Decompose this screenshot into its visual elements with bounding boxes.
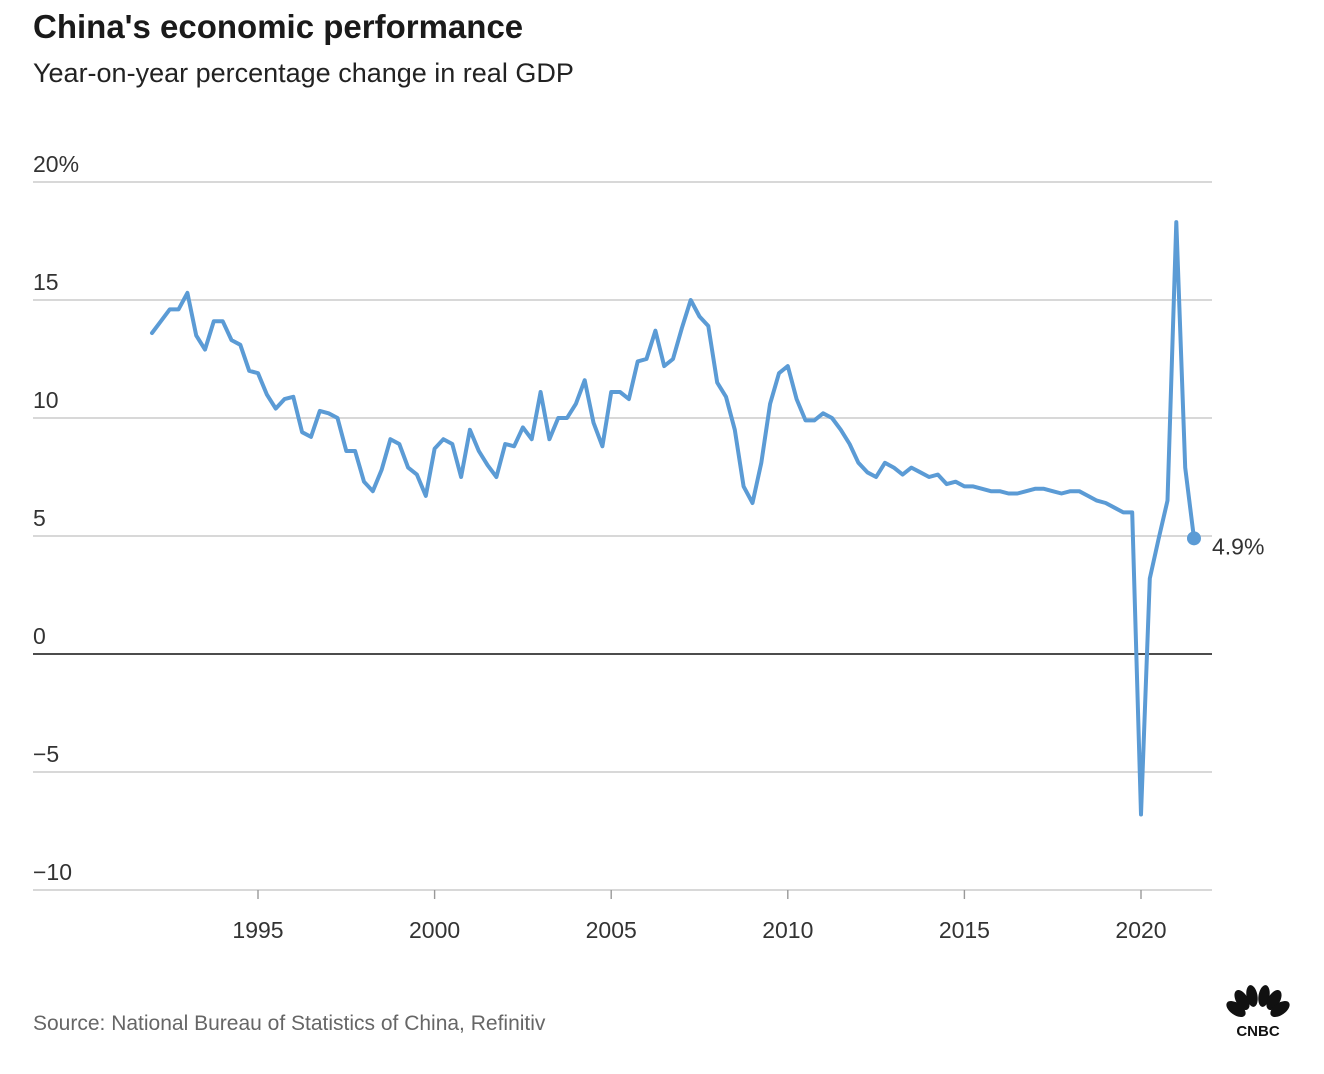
x-tick-label: 1995 [232, 917, 283, 943]
x-axis-ticks: 1995 2000 2005 2010 2015 2020 [232, 890, 1167, 943]
chart-title: China's economic performance [33, 8, 524, 45]
x-tick-label: 2005 [586, 917, 637, 943]
x-tick-label: 2020 [1115, 917, 1166, 943]
chart-subtitle: Year-on-year percentage change in real G… [33, 58, 574, 88]
source-note: Source: National Bureau of Statistics of… [33, 1012, 546, 1035]
gdp-series-line [150, 220, 1196, 817]
x-tick-label: 2015 [939, 917, 990, 943]
y-axis-tick-labels: 20% 15 10 5 0 −5 −10 [33, 151, 79, 885]
y-tick-label: 15 [33, 269, 59, 295]
last-point-marker [1186, 531, 1201, 546]
y-tick-label: 10 [33, 387, 59, 413]
y-tick-label: 5 [33, 505, 46, 531]
cnbc-logo: CNBC [1226, 985, 1290, 1039]
y-tick-label: 20% [33, 151, 79, 177]
x-tick-label: 2010 [762, 917, 813, 943]
y-tick-label: −5 [33, 741, 59, 767]
logo-text: CNBC [1236, 1023, 1279, 1039]
x-tick-label: 2000 [409, 917, 460, 943]
grid-lines [33, 181, 1212, 891]
y-tick-label: 0 [33, 623, 46, 649]
y-tick-label: −10 [33, 859, 72, 885]
last-value-label: 4.9% [1212, 533, 1264, 559]
